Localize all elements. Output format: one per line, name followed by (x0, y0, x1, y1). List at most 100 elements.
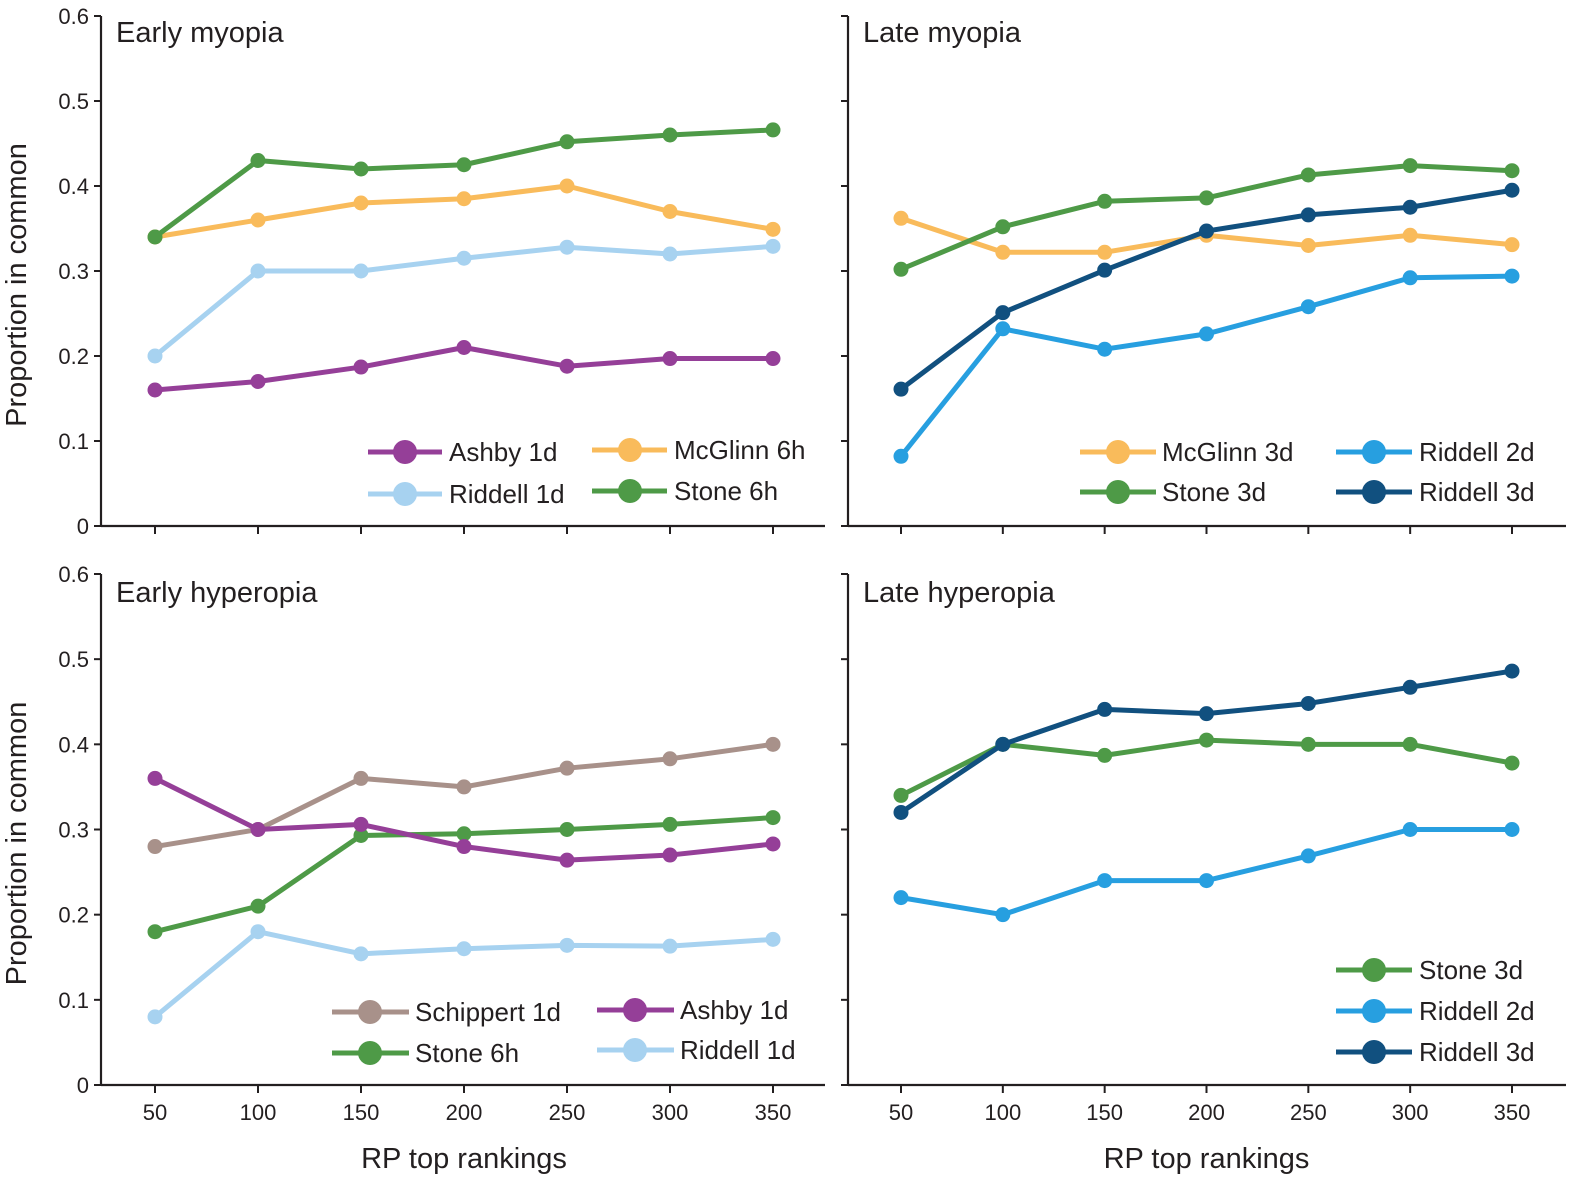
data-point (995, 736, 1011, 752)
y-axis-title: Proportion in common (1, 702, 33, 986)
legend-marker (1362, 958, 1386, 982)
panel-title: Late hyperopia (863, 577, 1056, 609)
data-point (995, 219, 1011, 235)
data-point (456, 250, 472, 266)
data-point (893, 448, 909, 464)
panel-2: Late myopia McGlinn 3d Stone 3d Riddell 2d R… (841, 15, 1566, 534)
x-tick-label: 100 (984, 1100, 1021, 1125)
data-point (662, 751, 678, 767)
y-tick-label: 0.1 (58, 429, 89, 454)
data-point (893, 787, 909, 803)
legend-label: Stone 3d (1162, 477, 1266, 507)
y-tick-label: 0.2 (58, 344, 89, 369)
x-tick-label: 350 (1494, 1100, 1531, 1125)
data-point (1504, 663, 1520, 679)
data-point (995, 305, 1011, 321)
data-point (893, 381, 909, 397)
series-riddell-1d (147, 924, 781, 1025)
data-point (765, 931, 781, 947)
legend-label: Ashby 1d (680, 995, 788, 1025)
series-line (898, 187, 1515, 392)
data-point (1300, 695, 1316, 711)
data-point (1199, 706, 1214, 722)
series-line (898, 273, 1515, 459)
y-tick-label: 0.3 (58, 818, 89, 843)
data-point (1504, 268, 1520, 284)
data-point (456, 941, 472, 957)
data-point (893, 210, 909, 226)
data-point (147, 382, 163, 398)
series-ashby-1d (147, 770, 781, 868)
data-point (250, 263, 266, 279)
legend: Stone 3d Riddell 2d Riddell 3d (1336, 955, 1535, 1067)
x-tick-label: 200 (1188, 1100, 1225, 1125)
data-point (765, 221, 781, 237)
legend-label: Ashby 1d (449, 437, 557, 467)
data-point (147, 1009, 163, 1025)
series-stone-6h (147, 122, 781, 245)
data-point (147, 839, 163, 855)
data-point (893, 261, 909, 277)
data-point (662, 816, 678, 832)
data-point (559, 937, 575, 953)
data-point (1300, 167, 1316, 183)
y-tick-label: 0 (77, 514, 89, 539)
data-point (1402, 822, 1418, 837)
legend-marker (358, 1041, 382, 1065)
legend-label: Riddell 1d (449, 479, 565, 509)
panel-title: Early myopia (116, 17, 284, 49)
data-point (1097, 873, 1113, 889)
data-point (250, 212, 266, 228)
legend-marker (1106, 440, 1130, 464)
legend-label: Stone 3d (1419, 955, 1523, 985)
legend-marker (1362, 480, 1386, 504)
legend-label: Riddell 3d (1419, 1037, 1535, 1067)
data-point (1097, 244, 1113, 260)
data-point (1300, 736, 1316, 752)
data-point (1199, 223, 1214, 239)
data-point (1300, 238, 1316, 253)
data-point (559, 822, 575, 837)
legend-entry: Riddell 3d (1336, 477, 1535, 507)
x-tick-label: 150 (1086, 1100, 1123, 1125)
x-tick-label: 200 (446, 1100, 483, 1125)
data-point (1504, 755, 1520, 771)
data-point (662, 351, 678, 367)
panel-title: Early hyperopia (116, 577, 318, 609)
data-point (353, 946, 369, 962)
series-line (898, 827, 1515, 918)
data-point (1402, 199, 1418, 215)
y-tick-label: 0.5 (58, 89, 89, 114)
legend-marker (618, 438, 642, 462)
data-point (1402, 736, 1418, 752)
data-point (1097, 747, 1113, 763)
data-point (1300, 848, 1316, 864)
panel-title: Late myopia (863, 17, 1022, 49)
legend-label: Stone 6h (674, 476, 778, 506)
data-point (353, 263, 369, 279)
data-point (250, 153, 266, 168)
data-point (559, 239, 575, 255)
y-tick-label: 0.3 (58, 259, 89, 284)
series-stone-3d (893, 732, 1520, 803)
x-tick-label: 300 (1392, 1100, 1429, 1125)
data-point (456, 779, 472, 795)
data-point (456, 157, 472, 173)
data-point (765, 736, 781, 752)
series-ashby-1d (147, 340, 781, 398)
data-point (456, 839, 472, 855)
legend-marker (618, 479, 642, 503)
data-point (456, 826, 472, 842)
data-point (662, 127, 678, 143)
series-riddell-2d (893, 822, 1520, 923)
data-point (250, 924, 266, 940)
legend-label: McGlinn 6h (674, 435, 806, 465)
data-point (1199, 326, 1214, 342)
data-point (1097, 701, 1113, 717)
legend-marker (623, 998, 647, 1022)
panel-4: 50 100 150 200 250 300 350 Late hyperopia RP top… (841, 573, 1566, 1175)
data-point (1199, 190, 1214, 206)
data-point (559, 178, 575, 194)
data-point (765, 238, 781, 254)
legend-entry: Riddell 3d (1336, 1037, 1535, 1067)
